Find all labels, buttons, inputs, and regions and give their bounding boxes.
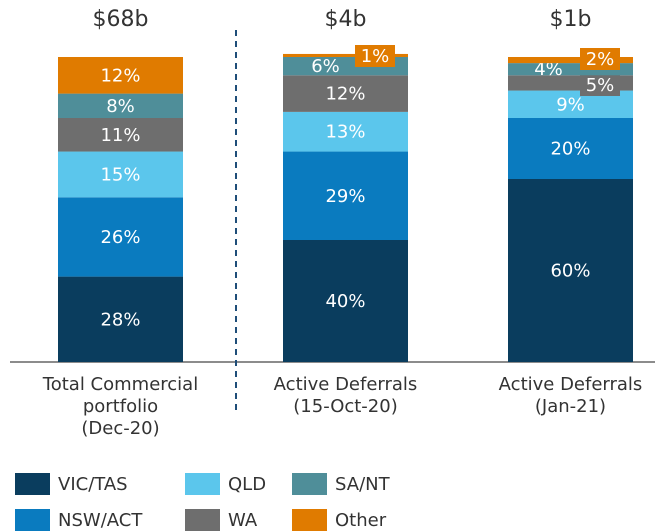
- bar-segment: [283, 75, 408, 112]
- value-label: 13%: [325, 122, 365, 143]
- value-label: 28%: [100, 309, 140, 330]
- category-label: Total Commercial portfolio (Dec-20): [42, 374, 198, 439]
- legend-label: NSW/ACT: [58, 510, 143, 531]
- total-label: $1b: [550, 7, 592, 32]
- legend-label: WA: [228, 510, 258, 531]
- callout-box: [580, 48, 620, 70]
- legend-swatch: [185, 473, 220, 495]
- value-label: 9%: [556, 94, 585, 115]
- value-label: 60%: [550, 261, 590, 282]
- total-label: $4b: [325, 7, 367, 32]
- value-label: 2%: [586, 49, 615, 70]
- bar-segment: [58, 93, 183, 118]
- callout-box: [355, 45, 395, 67]
- bar-segment: [58, 118, 183, 152]
- value-label: 29%: [325, 186, 365, 207]
- bar-segment: [58, 197, 183, 277]
- bar-segment: [58, 151, 183, 198]
- bar-segment: [508, 57, 633, 64]
- legend-swatch: [15, 473, 50, 495]
- value-label: 4%: [534, 59, 563, 80]
- value-label: 12%: [325, 84, 365, 105]
- value-label: 8%: [106, 96, 135, 117]
- value-label: 20%: [550, 139, 590, 160]
- value-label: 40%: [325, 291, 365, 312]
- value-label: 12%: [100, 65, 140, 86]
- value-label: 26%: [100, 227, 140, 248]
- category-label: Active Deferrals (15-Oct-20): [274, 374, 418, 417]
- value-label: 15%: [100, 164, 140, 185]
- value-label: 5%: [586, 75, 615, 96]
- bar-segment: [283, 53, 408, 57]
- category-label: Active Deferrals (Jan-21): [499, 374, 643, 417]
- value-label: 1%: [361, 46, 390, 67]
- bar-segment: [58, 57, 183, 94]
- bar-segment: [283, 151, 408, 240]
- legend-swatch: [292, 509, 327, 531]
- bar-segment: [508, 179, 633, 362]
- legend-swatch: [15, 509, 50, 531]
- legend-label: QLD: [228, 474, 266, 495]
- value-label: 6%: [311, 56, 340, 77]
- bar-segment: [58, 276, 183, 362]
- bar-segment: [283, 111, 408, 152]
- legend-label: Other: [335, 510, 387, 531]
- bar-segment: [283, 240, 408, 362]
- callout-box: [580, 74, 620, 96]
- bar-segment: [508, 118, 633, 179]
- legend-swatch: [292, 473, 327, 495]
- legend-label: VIC/TAS: [58, 474, 128, 495]
- total-label: $68b: [93, 7, 149, 32]
- legend-label: SA/NT: [335, 474, 391, 495]
- value-label: 11%: [100, 125, 140, 146]
- legend-swatch: [185, 509, 220, 531]
